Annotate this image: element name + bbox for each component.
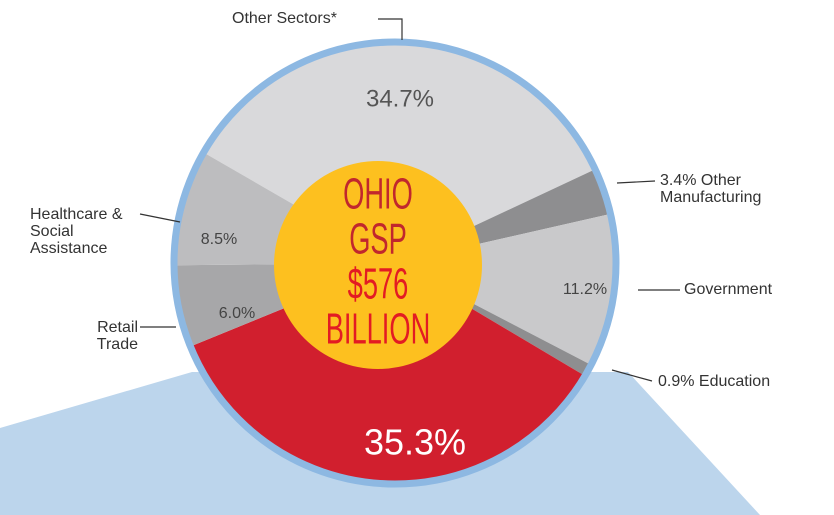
category-label: Government: [684, 281, 773, 298]
category-label: Other Sectors*: [232, 10, 337, 27]
leader-lines: [139, 18, 680, 382]
center-text: GSP: [349, 214, 407, 263]
center-disc: [274, 161, 482, 369]
category-label: Retail Trade: [96, 319, 138, 353]
outer-ring: [170, 38, 620, 488]
value-label: 0.9%: [658, 373, 695, 390]
center-text: OHIO: [343, 169, 413, 218]
value-label: 11.2%: [563, 281, 607, 298]
value-label: 6.0%: [219, 305, 255, 322]
value-label: 34.7%: [366, 85, 434, 112]
value-label: 35.3%: [364, 422, 466, 463]
category-label: Healthcare & Social Assistance: [30, 206, 123, 257]
category-label: Education: [698, 373, 771, 390]
center-text: $576: [348, 259, 409, 308]
center-text: BILLION: [326, 304, 431, 353]
category-label: 0.9% Education: [658, 373, 828, 390]
value-label: 3.4%: [660, 172, 697, 189]
value-label: 8.5%: [201, 231, 237, 248]
category-label: 3.4% Other Manufacturing: [660, 172, 810, 206]
category-label: Other Manufacturing: [660, 172, 762, 206]
